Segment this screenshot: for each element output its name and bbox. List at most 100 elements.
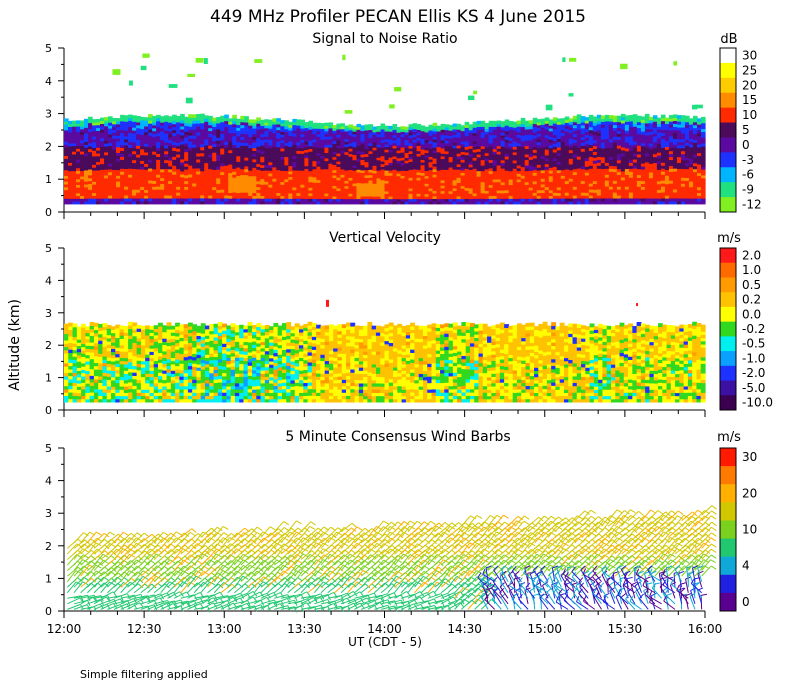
snr-cell (104, 186, 109, 190)
snr-cell (480, 178, 486, 183)
snr-cell (300, 119, 305, 124)
snr-cell (72, 142, 77, 147)
snr-cell (96, 138, 101, 143)
snr-cell (264, 172, 269, 177)
snr-cell (212, 169, 217, 173)
snr-cell (384, 151, 390, 155)
snr-cell (476, 173, 482, 177)
snr-cell (408, 150, 414, 154)
snr-cell (400, 185, 406, 189)
snr-cell (284, 167, 289, 171)
snr-cell (212, 117, 217, 122)
snr-cell (308, 145, 313, 150)
snr-cell (368, 185, 374, 189)
snr-cell (380, 185, 386, 189)
snr-cell (284, 136, 289, 141)
snr-cell (276, 146, 281, 151)
snr-cell (248, 186, 253, 191)
snr-cell (424, 136, 430, 141)
snr-cell (112, 129, 117, 133)
snr-cell (428, 153, 434, 157)
snr-cell (232, 174, 237, 178)
snr-cell (488, 167, 494, 172)
snr-cell (376, 138, 382, 143)
snr-cell (92, 130, 97, 134)
snr-cell (292, 138, 297, 143)
snr-cell (448, 153, 454, 158)
snr-cell (276, 180, 281, 185)
snr-cell (220, 197, 225, 202)
snr-cell (344, 195, 350, 200)
snr-cell (272, 143, 277, 148)
snr-cell (80, 139, 85, 144)
snr-cell (460, 167, 466, 171)
snr-cell (472, 198, 478, 202)
snr-cell (352, 201, 358, 205)
snr-cell (404, 139, 410, 143)
snr-cell (100, 169, 105, 173)
snr-cell (228, 138, 233, 142)
snr-cell (408, 153, 414, 157)
snr-cell (80, 178, 85, 183)
snr-cell (396, 157, 402, 161)
snr-cell (88, 160, 93, 164)
snr-cell (268, 167, 273, 171)
snr-cell (204, 156, 209, 161)
snr-cell (136, 118, 141, 123)
snr-cell (224, 126, 229, 131)
snr-cell (312, 201, 317, 205)
snr-cell (116, 192, 121, 196)
snr-cell (168, 183, 173, 187)
snr-cell (240, 180, 245, 184)
snr-cell (484, 174, 490, 178)
snr-cell (536, 119, 542, 123)
snr-cell (256, 200, 261, 205)
snr-cell (484, 198, 490, 202)
snr-cell (208, 127, 213, 132)
snr-cell (300, 136, 305, 140)
snr-cell (420, 141, 426, 145)
snr-cell (480, 198, 486, 202)
snr-cell (336, 193, 342, 197)
snr-cell (352, 167, 358, 171)
snr-cell (140, 169, 145, 173)
snr-cell (424, 190, 430, 195)
snr-cell (384, 154, 390, 158)
snr-cell (184, 160, 189, 164)
snr-cell (268, 189, 273, 194)
snr-cell (120, 132, 125, 137)
snr-cell (420, 151, 426, 155)
snr-cell (420, 128, 426, 132)
snr-cell (460, 177, 466, 181)
snr-cell (132, 197, 137, 202)
snr-cell (140, 122, 145, 127)
snr-cell (276, 186, 281, 191)
snr-cell (192, 167, 197, 172)
snr-cell (360, 154, 366, 158)
snr-cell (136, 192, 141, 196)
snr-cell (196, 188, 201, 193)
snr-cell (408, 177, 414, 181)
snr-cell (244, 142, 249, 146)
snr-cell (432, 190, 438, 194)
snr-cell (444, 153, 450, 157)
snr-cell (108, 119, 113, 123)
snr-cell (164, 156, 169, 161)
snr-cell (352, 170, 358, 174)
snr-cell (392, 129, 398, 133)
snr-cell (212, 140, 217, 145)
snr-cell (112, 200, 117, 205)
snr-cell (400, 126, 406, 130)
snr-cell (328, 190, 334, 194)
snr-cell (392, 158, 398, 162)
snr-cell (332, 185, 338, 189)
snr-cell (448, 166, 454, 171)
snr-cell (132, 159, 137, 164)
snr-cell (372, 149, 378, 153)
snr-cell (288, 173, 293, 178)
snr-cell (408, 164, 414, 168)
snr-cell (344, 151, 350, 155)
snr-cell (84, 138, 89, 143)
snr-cell (472, 184, 478, 188)
snr-cell (396, 183, 402, 187)
